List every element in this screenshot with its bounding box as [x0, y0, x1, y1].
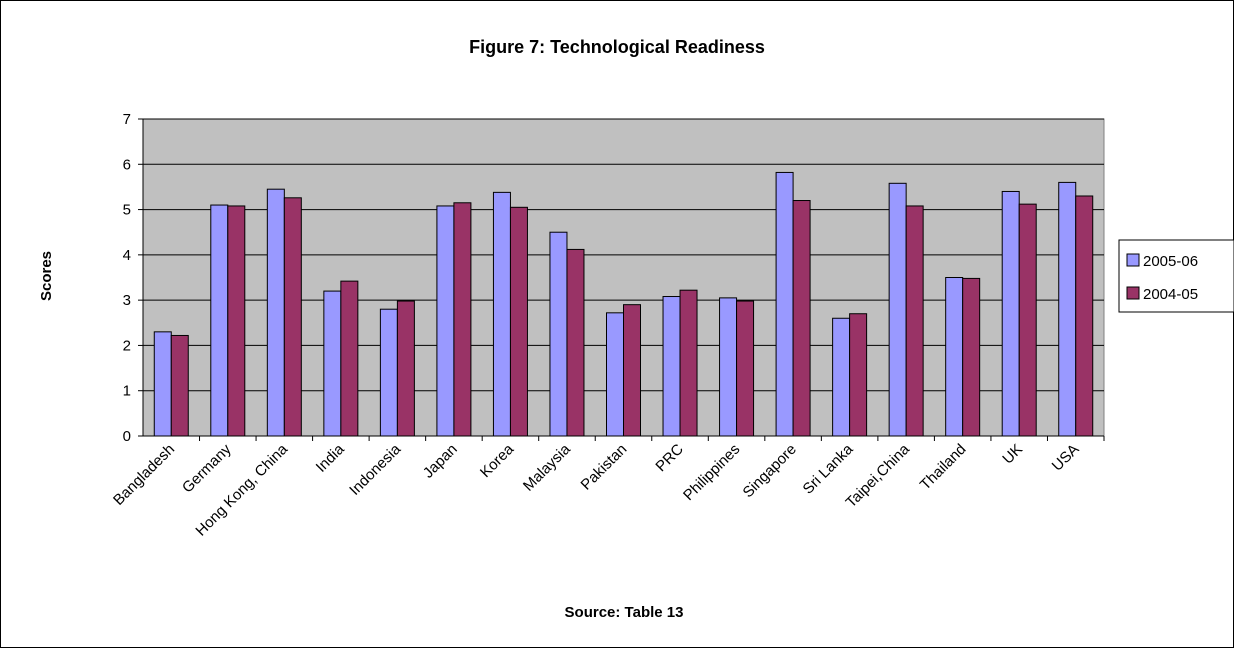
y-axis-title: Scores — [38, 251, 55, 301]
bar-2005-06-japan — [436, 205, 455, 437]
legend-swatch-2005-06 — [1126, 253, 1140, 267]
bar-2005-06-prc — [662, 296, 681, 437]
bar-2004-05-philippines — [736, 300, 755, 437]
y-tick-label: 1 — [123, 383, 131, 400]
y-tick-label: 0 — [123, 428, 131, 445]
bar-2005-06-hong-kong-china — [266, 188, 285, 437]
bar-2004-05-sri-lanka — [849, 313, 868, 437]
bar-2005-06-philippines — [719, 297, 738, 437]
bar-2005-06-uk — [1001, 190, 1020, 437]
bar-2004-05-malaysia — [566, 248, 585, 437]
bar-2005-06-taipei-china — [888, 182, 907, 437]
legend-swatch-2004-05 — [1126, 286, 1140, 300]
bar-2004-05-pakistan — [623, 304, 641, 437]
bar-2004-05-thailand — [962, 277, 981, 437]
y-tick-label: 3 — [123, 292, 131, 309]
y-tick-label: 2 — [123, 337, 131, 354]
y-tick-label: 4 — [123, 247, 131, 264]
bar-2004-05-uk — [1018, 203, 1037, 437]
bar-2004-05-usa — [1075, 195, 1094, 437]
bar-2005-06-germany — [210, 204, 229, 437]
bar-2005-06-pakistan — [606, 312, 624, 437]
bar-2004-05-korea — [509, 206, 528, 437]
legend: 2005-06 2004-05 — [1118, 239, 1234, 313]
bar-2005-06-singapore — [775, 171, 794, 437]
bar-2005-06-india — [323, 290, 342, 437]
bar-2005-06-bangladesh — [153, 331, 172, 437]
bar-2004-05-hong-kong-china — [283, 197, 302, 437]
bar-2004-05-singapore — [792, 200, 811, 437]
legend-label-2004-05: 2004-05 — [1143, 286, 1198, 303]
bar-2004-05-indonesia — [396, 300, 415, 437]
bar-2005-06-usa — [1058, 181, 1077, 437]
legend-label-2005-06: 2005-06 — [1143, 253, 1198, 270]
bar-2004-05-germany — [227, 205, 246, 437]
bar-2004-05-bangladesh — [170, 334, 189, 437]
y-tick-label: 7 — [123, 111, 131, 128]
chart-title: Figure 7: Technological Readiness — [469, 37, 765, 57]
bar-2005-06-korea — [492, 191, 511, 437]
bar-2005-06-indonesia — [379, 308, 398, 437]
bar-2005-06-malaysia — [549, 231, 568, 437]
bar-2004-05-india — [340, 280, 359, 437]
y-tick-label: 6 — [123, 156, 131, 173]
bar-2005-06-sri-lanka — [832, 317, 851, 437]
bar-2005-06-thailand — [945, 277, 964, 437]
bar-2004-05-taipei-china — [905, 205, 924, 437]
bar-2004-05-japan — [453, 202, 472, 437]
y-tick-label: 5 — [123, 202, 131, 219]
legend-box — [1118, 239, 1234, 313]
bar-2004-05-prc — [679, 289, 698, 437]
chart-source-note: Source: Table 13 — [565, 604, 684, 621]
